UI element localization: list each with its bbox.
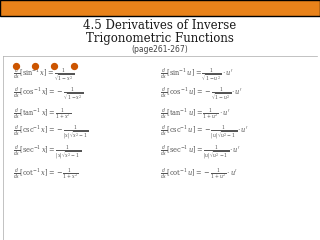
Text: Trigonometric Functions: Trigonometric Functions [86,32,234,45]
Text: $\frac{d}{dx}\left[\sin^{-1}u\right]=\frac{1}{\sqrt{1-u^2}}\cdot u'$: $\frac{d}{dx}\left[\sin^{-1}u\right]=\fr… [160,67,233,84]
Text: $\frac{d}{dx}\left[\cos^{-1}u\right]=-\frac{1}{\sqrt{1-u^2}}\cdot u'$: $\frac{d}{dx}\left[\cos^{-1}u\right]=-\f… [160,86,243,103]
Text: $\frac{d}{dx}\left[\sec^{-1}x\right]=\frac{1}{|x|\sqrt{x^2-1}}$: $\frac{d}{dx}\left[\sec^{-1}x\right]=\fr… [13,144,81,162]
Text: $\frac{d}{dx}\left[\cos^{-1}x\right]=-\frac{1}{\sqrt{1-x^2}}$: $\frac{d}{dx}\left[\cos^{-1}x\right]=-\f… [13,86,83,103]
Text: 4.5 Derivatives of Inverse: 4.5 Derivatives of Inverse [84,19,236,32]
Text: $\frac{d}{dx}\left[\cot^{-1}u\right]=-\frac{1}{1+u^2}\cdot u'$: $\frac{d}{dx}\left[\cot^{-1}u\right]=-\f… [160,166,238,181]
Text: $\frac{d}{dx}\left[\csc^{-1}x\right]=-\frac{1}{|x|\sqrt{x^2-1}}$: $\frac{d}{dx}\left[\csc^{-1}x\right]=-\f… [13,124,89,142]
Text: $\frac{d}{dx}\left[\cot^{-1}x\right]=-\frac{1}{1+x^2}$: $\frac{d}{dx}\left[\cot^{-1}x\right]=-\f… [13,166,78,181]
Text: $\frac{d}{dx}\left[\sec^{-1}u\right]=\frac{1}{|u|\sqrt{u^2-1}}\cdot u'$: $\frac{d}{dx}\left[\sec^{-1}u\right]=\fr… [160,144,241,162]
Text: $\frac{d}{dx}\left[\tan^{-1}u\right]=\frac{1}{1+u^2}\cdot u'$: $\frac{d}{dx}\left[\tan^{-1}u\right]=\fr… [160,106,230,121]
Text: (page261-267): (page261-267) [132,45,188,54]
FancyBboxPatch shape [0,0,320,16]
Text: $\frac{d}{dx}\left[\sin^{-1}x\right]=\frac{1}{\sqrt{1-x^2}}$: $\frac{d}{dx}\left[\sin^{-1}x\right]=\fr… [13,67,74,84]
Text: $\frac{d}{dx}\left[\csc^{-1}u\right]=-\frac{1}{|u|\sqrt{u^2-1}}\cdot u'$: $\frac{d}{dx}\left[\csc^{-1}u\right]=-\f… [160,124,249,142]
Text: $\frac{d}{dx}\left[\tan^{-1}x\right]=\frac{1}{1+x^2}$: $\frac{d}{dx}\left[\tan^{-1}x\right]=\fr… [13,106,71,121]
